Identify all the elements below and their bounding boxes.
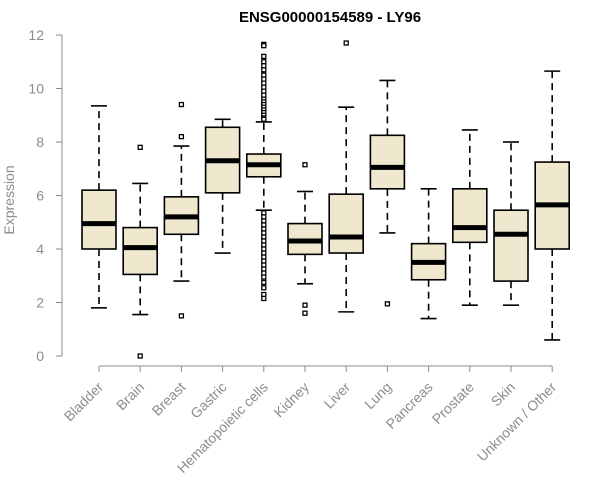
box-group	[534, 70, 571, 341]
outlier-point	[384, 301, 391, 307]
outlier-point	[261, 279, 267, 286]
x-tick-label: Brain	[113, 379, 147, 413]
box-group	[246, 41, 282, 302]
outlier-point	[261, 43, 267, 49]
outlier-point	[261, 285, 267, 291]
iqr-box	[451, 188, 488, 244]
iqr-box	[493, 209, 529, 282]
outlier-point	[302, 310, 308, 316]
outlier-point	[302, 162, 308, 168]
outlier-point	[343, 40, 349, 46]
y-tick-label: 2	[36, 295, 44, 311]
y-tick-label: 12	[28, 27, 44, 43]
x-tick-label: Breast	[149, 379, 189, 419]
x-tick-label: Lung	[361, 379, 394, 412]
box-group	[122, 144, 158, 359]
box-group	[493, 141, 529, 306]
chart-title: ENSG00000154589 - LY96	[239, 9, 421, 26]
outlier-point	[261, 53, 267, 60]
outlier-point	[261, 295, 267, 302]
box-group	[287, 162, 323, 316]
outlier-point	[178, 101, 185, 108]
iqr-box	[369, 134, 406, 190]
box-group	[451, 129, 488, 306]
box-group	[328, 40, 365, 313]
iqr-box	[81, 189, 117, 250]
outlier-point	[178, 133, 185, 140]
iqr-box	[328, 193, 365, 254]
boxes	[81, 40, 571, 359]
y-tick-label: 10	[28, 81, 44, 97]
outlier-point	[261, 116, 267, 122]
x-tick-label: Kidney	[271, 379, 313, 421]
outlier-point	[261, 67, 267, 73]
x-tick-label: Prostate	[429, 379, 477, 427]
x-tick-label: Bladder	[61, 379, 107, 425]
y-tick-label: 4	[36, 241, 44, 257]
y-tick-label: 6	[36, 188, 44, 204]
outlier-point	[261, 274, 267, 280]
y-tick-label: 8	[36, 134, 44, 150]
box-group	[204, 118, 241, 254]
x-tick-label: Liver	[321, 379, 354, 412]
box-group	[81, 105, 117, 309]
outlier-point	[137, 353, 143, 359]
y-tick-label: 0	[36, 348, 44, 364]
box-group	[410, 188, 447, 320]
y-axis-label: Expression	[1, 165, 17, 234]
outlier-point	[137, 144, 143, 151]
iqr-box	[122, 226, 158, 276]
outlier-point	[302, 302, 308, 308]
x-tick-label: Skin	[488, 379, 519, 410]
outlier-point	[178, 313, 185, 319]
box-group	[163, 101, 200, 319]
box-group	[369, 79, 406, 307]
